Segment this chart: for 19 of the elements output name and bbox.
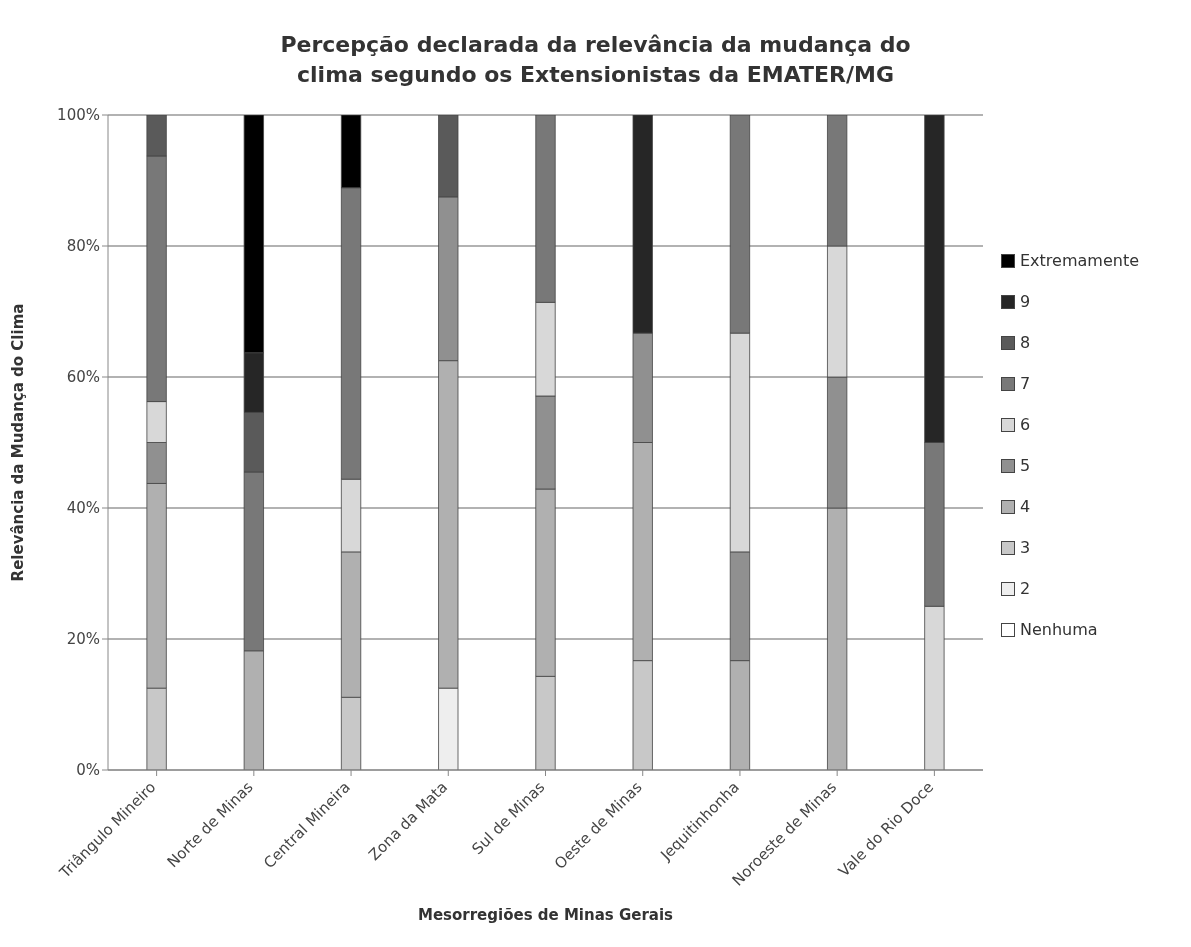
legend-label: 8 bbox=[1020, 333, 1031, 352]
x-axis-title: Mesorregiões de Minas Gerais bbox=[417, 906, 674, 924]
chart-title: Percepção declarada da relevância da mudança do clima segundo os Extensionistas da EMATER/MG bbox=[279, 31, 912, 89]
y-tick-label: 20% bbox=[66, 630, 100, 649]
legend-label: Nenhuma bbox=[1020, 620, 1098, 639]
y-tick-label: 100% bbox=[57, 106, 100, 125]
legend-label: 7 bbox=[1020, 374, 1031, 393]
y-tick-label: 0% bbox=[76, 761, 100, 780]
legend-label: 4 bbox=[1020, 497, 1031, 516]
legend-label: 2 bbox=[1020, 579, 1031, 598]
y-tick-label: 80% bbox=[66, 237, 100, 256]
y-axis-title: Relevância da Mudança do Clima bbox=[9, 303, 28, 582]
y-tick-label: 60% bbox=[66, 368, 100, 387]
legend-label: 3 bbox=[1020, 538, 1031, 557]
legend-label: 9 bbox=[1020, 292, 1031, 311]
legend-label: Extremamente bbox=[1020, 251, 1139, 270]
legend-label: 5 bbox=[1020, 456, 1031, 475]
legend-label: 6 bbox=[1020, 415, 1031, 434]
y-tick-label: 40% bbox=[66, 499, 100, 518]
